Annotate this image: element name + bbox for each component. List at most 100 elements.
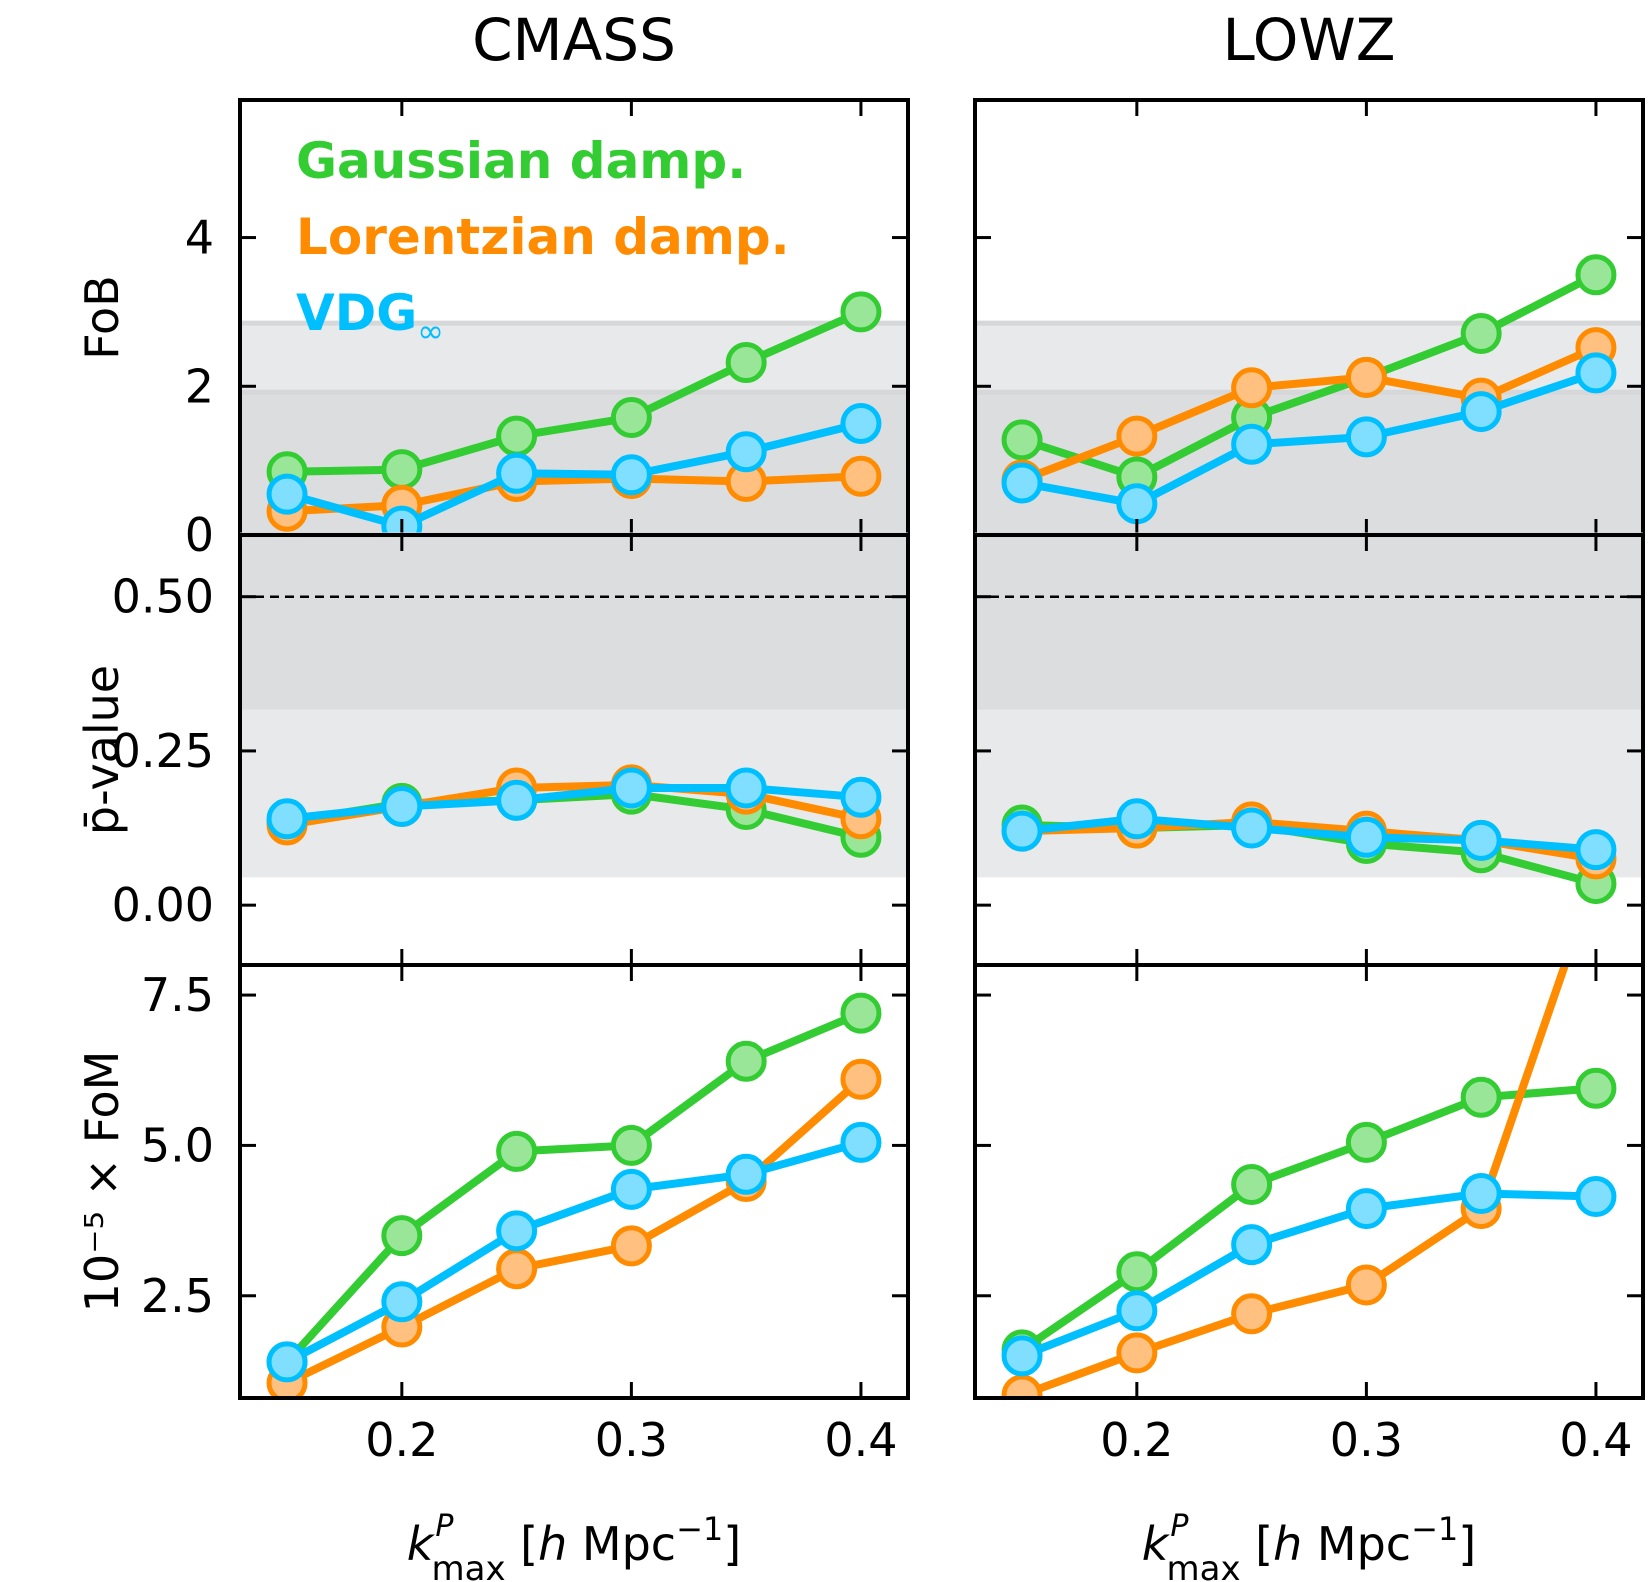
lowz-row2-vdg-point-2 (1116, 798, 1158, 840)
lowz-row3-vdg-point-5 (1460, 1173, 1502, 1215)
cmass-row1-ytick-label-3: 4 (185, 211, 214, 265)
cmass-row1-panel (238, 98, 910, 537)
lowz-row2-band-2 (975, 535, 1643, 710)
cmass-row1-gaussian-point-4 (610, 397, 652, 439)
lowz-row3-vdg-point-1 (1001, 1335, 1043, 1377)
lowz-row1-gaussian-point-6 (1575, 254, 1617, 296)
lowz-row3-xtick-label-1: 0.2 (1100, 1413, 1173, 1467)
cmass-row1-gaussian-point-3 (496, 415, 538, 457)
lowz-row2-panel (973, 532, 1645, 967)
lowz-x-axis-label: kP max [h Mpc−1] (1142, 1509, 1476, 1582)
legend-entry-lorentzian: Lorentzian damp. (296, 208, 790, 266)
lowz-row2-vdg-point-5 (1460, 819, 1502, 861)
lowz-row3-vdg-point-3 (1231, 1224, 1273, 1266)
cmass-row1-band-2 (240, 392, 908, 535)
row3-y-axis-label: 10⁻⁵ × FoM (75, 1051, 129, 1313)
cmass-row1-ytick-label-1: 0 (185, 508, 214, 562)
lowz-row1-lorentzian-point-3 (1231, 367, 1273, 409)
cmass-row3-vdg-point-1 (266, 1341, 308, 1383)
lowz-row3-gaussian-point-2 (1116, 1251, 1158, 1293)
cmass-title: CMASS (472, 6, 676, 74)
cmass-row3-gaussian-line (284, 1009, 863, 1365)
cmass-row3-vdg-point-4 (610, 1168, 652, 1210)
lowz-row3-vdg-line (1020, 1189, 1597, 1360)
cmass-row3-gaussian-point-4 (610, 1124, 652, 1166)
lowz-row3-frame (973, 963, 1645, 1400)
cmass-row3-ytick-label-3: 7.5 (141, 968, 214, 1022)
lowz-row2-vdg-point-3 (1231, 807, 1273, 849)
cmass-row3-lorentzian-point-3 (496, 1248, 538, 1290)
cmass-row3-vdg-point-2 (381, 1281, 423, 1323)
cmass-row2-ytick-label-2: 0.25 (112, 724, 214, 778)
cmass-row2-band-2 (240, 535, 908, 710)
cmass-row1-vdg-point-1 (266, 473, 308, 515)
lowz-row1-vdg-point-2 (1116, 483, 1158, 525)
lowz-title: LOWZ (1223, 6, 1396, 74)
row2-y-axis-label: p̄-value (75, 665, 129, 835)
lowz-row2-vdg-point-6 (1575, 829, 1617, 871)
cmass-row2-vdg-point-4 (610, 767, 652, 809)
cmass-row3-gaussian-point-3 (496, 1130, 538, 1172)
cmass-row2-vdg-point-1 (266, 798, 308, 840)
cmass-row3-vdg-line (285, 1138, 863, 1366)
cmass-row3-xtick-label-3: 0.4 (824, 1413, 897, 1467)
lowz-row3-panel (973, 963, 1645, 1400)
lowz-row3-vdg-point-4 (1345, 1188, 1387, 1230)
cmass-row2-vdg-point-3 (496, 779, 538, 821)
lowz-row3-lorentzian-point-2 (1116, 1332, 1158, 1374)
lowz-row3-vdg-point-6 (1575, 1176, 1617, 1218)
cmass-row3-panel (238, 963, 910, 1400)
lowz-row3-lorentzian-line (1020, 965, 1570, 1398)
lowz-row3-vdg-point-2 (1116, 1290, 1158, 1332)
lowz-row1-vdg-point-3 (1231, 423, 1273, 465)
lowz-row2-vdg-point-1 (1001, 810, 1043, 852)
cmass-row1-vdg-point-6 (840, 402, 882, 444)
lowz-row1-lorentzian-point-4 (1345, 356, 1387, 398)
lowz-row3-gaussian-point-6 (1575, 1067, 1617, 1109)
cmass-row3-vdg-point-5 (725, 1153, 767, 1195)
cmass-row3-vdg-point-6 (840, 1121, 882, 1163)
lowz-row1-gaussian-point-5 (1460, 312, 1502, 354)
cmass-row3-gaussian-point-2 (381, 1215, 423, 1257)
cmass-row2-vdg-point-2 (381, 785, 423, 827)
cmass-row3-vdg-point-3 (496, 1210, 538, 1252)
lowz-row2-vdg-point-4 (1345, 816, 1387, 858)
cmass-row1-lorentzian-point-6 (840, 455, 882, 497)
cmass-row3-xtick-label-1: 0.2 (365, 1413, 438, 1467)
lowz-row3-xtick-label-3: 0.4 (1559, 1413, 1632, 1467)
lowz-row3-lorentzian-point-3 (1231, 1293, 1273, 1335)
cmass-row3-frame (238, 963, 910, 1400)
lowz-row3-gaussian-point-4 (1345, 1121, 1387, 1163)
cmass-row1-gaussian-point-6 (840, 291, 882, 333)
cmass-row2-ytick-label-1: 0.00 (112, 878, 214, 932)
cmass-row2-vdg-point-6 (840, 776, 882, 818)
cmass-row1-gaussian-point-5 (725, 341, 767, 383)
lowz-row3-lorentzian-point-1 (1001, 1374, 1043, 1398)
cmass-row2-ytick-label-3: 0.50 (112, 570, 214, 624)
cmass-row1-vdg-point-4 (610, 454, 652, 496)
cmass-row3-lorentzian-point-4 (610, 1225, 652, 1267)
lowz-row1-vdg-point-5 (1460, 391, 1502, 433)
cmass-row2-panel (238, 532, 910, 967)
cmass-row3-gaussian-point-6 (840, 992, 882, 1034)
lowz-row3-xtick-label-2: 0.3 (1330, 1413, 1403, 1467)
lowz-row3-gaussian-point-3 (1231, 1164, 1273, 1206)
lowz-row1-vdg-point-6 (1575, 352, 1617, 394)
cmass-row1-vdg-point-3 (496, 452, 538, 494)
lowz-row1-vdg-point-4 (1345, 416, 1387, 458)
cmass-row1-vdg-point-5 (725, 431, 767, 473)
cmass-row1-ytick-label-2: 2 (185, 359, 214, 413)
cmass-x-axis-label: kP max [h Mpc−1] (407, 1509, 741, 1582)
cmass-row3-lorentzian-line (285, 1076, 864, 1387)
lowz-row3-gaussian-point-5 (1460, 1076, 1502, 1118)
cmass-row1-gaussian-point-2 (381, 449, 423, 491)
cmass-row3-xtick-label-2: 0.3 (595, 1413, 668, 1467)
lowz-row1-lorentzian-point-2 (1116, 415, 1158, 457)
cmass-row3-ytick-label-2: 5.0 (141, 1118, 214, 1172)
lowz-row1-panel (973, 98, 1645, 537)
cmass-row3-lorentzian-point-6 (840, 1058, 882, 1100)
cmass-row3-gaussian-point-5 (725, 1040, 767, 1082)
legend-entry-gaussian: Gaussian damp. (296, 132, 746, 190)
cmass-row3-ytick-label-1: 2.5 (141, 1269, 214, 1323)
